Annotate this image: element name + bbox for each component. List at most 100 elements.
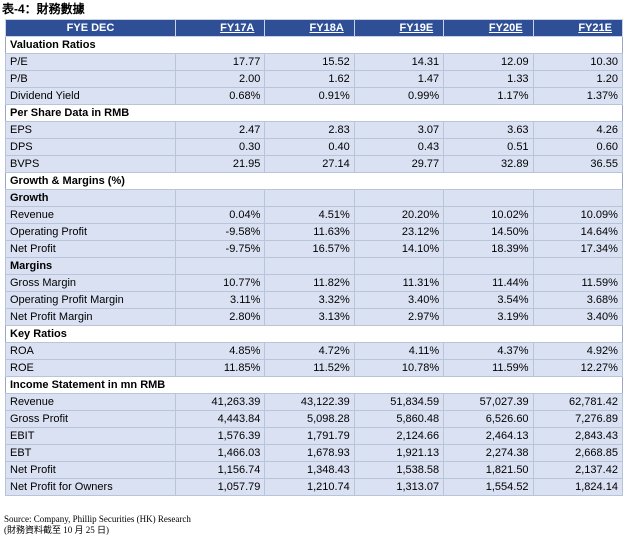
value-cell: 3.63 (443, 121, 534, 139)
value-cell: 3.40% (353, 291, 445, 309)
value-cell: 11.85% (174, 359, 266, 377)
value-cell: 27.14 (264, 155, 355, 173)
value-cell: 3.11% (174, 291, 266, 309)
value-cell: 3.13% (264, 308, 355, 326)
section-header-row: Per Share Data in RMB (5, 104, 623, 122)
subsection-header-row: Growth (5, 189, 623, 207)
value-cell: -9.75% (174, 240, 266, 258)
value-cell: 5,098.28 (264, 410, 355, 428)
row-label: P/B (5, 70, 176, 88)
row-label: ROE (5, 359, 176, 377)
value-cell: 11.59% (443, 359, 534, 377)
value-cell: 10.30 (532, 53, 623, 71)
source-note: Source: Company, Phillip Securities (HK)… (4, 514, 191, 524)
section-header-row: Key Ratios (5, 325, 623, 343)
value-cell: 1.47 (353, 70, 445, 88)
value-cell: 10.09% (532, 206, 623, 224)
value-cell: 2.80% (174, 308, 266, 326)
value-cell: 0.43 (353, 138, 445, 156)
value-cell: 0.60 (532, 138, 623, 156)
value-cell: 2,464.13 (443, 427, 534, 445)
financial-data-table: FYE DEC FY17A FY18A FY19E FY20E FY21E Va… (5, 19, 623, 496)
value-cell: 36.55 (532, 155, 623, 173)
value-cell: 14.31 (353, 53, 445, 71)
section-label: Growth & Margins (%) (5, 172, 623, 190)
value-cell: 18.39% (443, 240, 534, 258)
value-cell: 1,791.79 (264, 427, 355, 445)
value-cell: 43,122.39 (264, 393, 355, 411)
table-row: EPS 2.47 2.83 3.07 3.63 4.26 (5, 121, 623, 139)
header-year-fy20e: FY20E (443, 19, 534, 37)
value-cell: 1.33 (443, 70, 534, 88)
value-cell: 14.50% (443, 223, 534, 241)
row-label: Gross Margin (5, 274, 176, 292)
row-label: EPS (5, 121, 176, 139)
value-cell: 57,027.39 (443, 393, 534, 411)
row-label: Dividend Yield (5, 87, 176, 105)
empty-cell (264, 189, 355, 207)
data-date-note: (財務資料截至 10 月 25 日) (4, 525, 109, 535)
value-cell: 1,057.79 (174, 478, 266, 496)
value-cell: 0.51 (443, 138, 534, 156)
value-cell: 0.30 (174, 138, 266, 156)
value-cell: 1.62 (264, 70, 355, 88)
value-cell: 15.52 (264, 53, 355, 71)
value-cell: 1,554.52 (443, 478, 534, 496)
value-cell: 14.10% (353, 240, 445, 258)
empty-cell (443, 189, 534, 207)
subsection-label: Growth (5, 189, 176, 207)
row-label: DPS (5, 138, 176, 156)
empty-cell (264, 257, 355, 275)
header-year-fy19e: FY19E (353, 19, 445, 37)
value-cell: 20.20% (353, 206, 445, 224)
row-label: EBT (5, 444, 176, 462)
value-cell: 17.77 (174, 53, 266, 71)
section-header-row: Valuation Ratios (5, 36, 623, 54)
value-cell: 4.92% (532, 342, 623, 360)
table-row: P/E 17.77 15.52 14.31 12.09 10.30 (5, 53, 623, 71)
row-label: Net Profit for Owners (5, 478, 176, 496)
value-cell: 2.47 (174, 121, 266, 139)
value-cell: 17.34% (532, 240, 623, 258)
table-row: Dividend Yield 0.68% 0.91% 0.99% 1.17% 1.37% (5, 87, 623, 105)
value-cell: 3.68% (532, 291, 623, 309)
value-cell: 4.85% (174, 342, 266, 360)
value-cell: 3.07 (353, 121, 445, 139)
value-cell: 1,921.13 (353, 444, 445, 462)
value-cell: 4,443.84 (174, 410, 266, 428)
subsection-label: Margins (5, 257, 176, 275)
subsection-header-row: Margins (5, 257, 623, 275)
empty-cell (443, 257, 534, 275)
value-cell: 1,824.14 (532, 478, 623, 496)
value-cell: -9.58% (174, 223, 266, 241)
table-row: Net Profit Margin 2.80% 3.13% 2.97% 3.19% 3.4… (5, 308, 623, 326)
value-cell: 1,576.39 (174, 427, 266, 445)
empty-cell (174, 189, 266, 207)
row-label: EBIT (5, 427, 176, 445)
row-label: Operating Profit Margin (5, 291, 176, 309)
value-cell: 3.40% (532, 308, 623, 326)
table-body: Valuation Ratios P/E 17.77 15.52 14.31 12.09 1… (5, 36, 623, 496)
table-row: ROE 11.85% 11.52% 10.78% 11.59% 12.27% (5, 359, 623, 377)
value-cell: 41,263.39 (174, 393, 266, 411)
table-row: Revenue 41,263.39 43,122.39 51,834.59 57,027… (5, 393, 623, 411)
value-cell: 0.91% (264, 87, 355, 105)
row-label: ROA (5, 342, 176, 360)
value-cell: 10.78% (353, 359, 445, 377)
value-cell: 5,860.48 (353, 410, 445, 428)
value-cell: 12.09 (443, 53, 534, 71)
value-cell: 3.54% (443, 291, 534, 309)
value-cell: 1.17% (443, 87, 534, 105)
value-cell: 2,137.42 (532, 461, 623, 479)
table-title: 表-4：財務數據 (2, 2, 85, 16)
row-label: Net Profit Margin (5, 308, 176, 326)
table-row: Net Profit for Owners 1,057.79 1,210.74 1,3… (5, 478, 623, 496)
table-row: ROA 4.85% 4.72% 4.11% 4.37% 4.92% (5, 342, 623, 360)
row-label: Operating Profit (5, 223, 176, 241)
table-row: Gross Profit 4,443.84 5,098.28 5,860.48 6,52… (5, 410, 623, 428)
value-cell: 4.26 (532, 121, 623, 139)
value-cell: 6,526.60 (443, 410, 534, 428)
value-cell: 1,678.93 (264, 444, 355, 462)
value-cell: 7,276.89 (532, 410, 623, 428)
value-cell: 1,821.50 (443, 461, 534, 479)
